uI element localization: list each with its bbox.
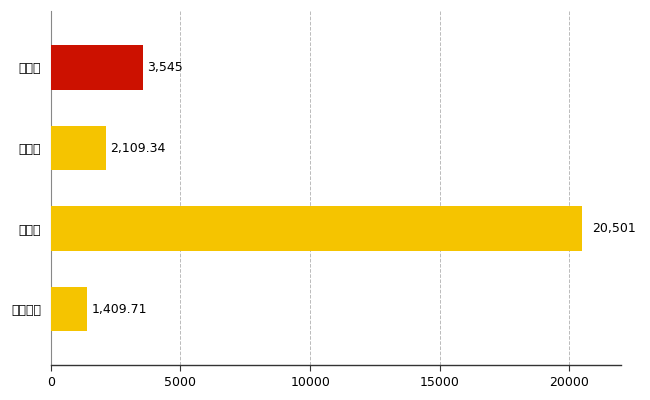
- Bar: [51, 126, 105, 170]
- Bar: [51, 206, 582, 251]
- Text: 3,545: 3,545: [148, 61, 183, 74]
- Bar: [51, 45, 143, 90]
- Text: 2,109.34: 2,109.34: [110, 142, 165, 154]
- Text: 1,409.71: 1,409.71: [92, 302, 147, 316]
- Bar: [51, 287, 87, 331]
- Text: 20,501: 20,501: [592, 222, 636, 235]
